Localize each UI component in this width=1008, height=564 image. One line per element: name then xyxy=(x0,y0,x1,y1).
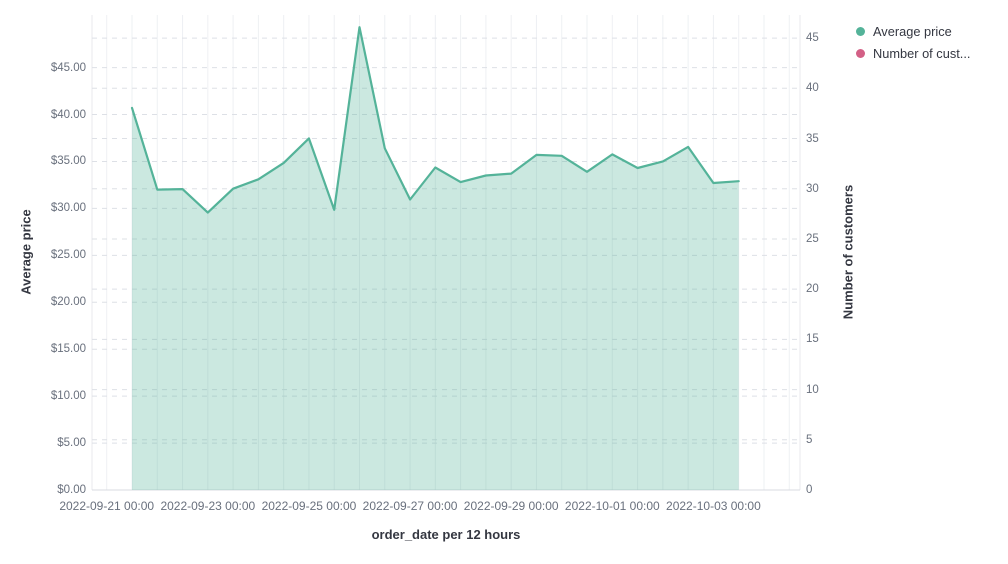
x-tick-label: 2022-09-29 00:00 xyxy=(463,499,559,513)
y-right-tick-label: 45 xyxy=(806,32,819,45)
y-left-tick-label: $0.00 xyxy=(57,484,86,496)
y-right-tick-label: 15 xyxy=(806,333,819,346)
number-of-customers-series-dot-icon xyxy=(856,49,865,58)
right-axis-title: Number of customers xyxy=(840,184,856,320)
average-price-series-dot-icon xyxy=(856,27,865,36)
legend-item-average-price[interactable]: Average price xyxy=(856,23,970,40)
y-right-tick-label: 30 xyxy=(806,182,819,195)
x-tick-label: 2022-09-21 00:00 xyxy=(59,499,155,513)
legend-item-label: Number of cust... xyxy=(873,46,971,61)
x-tick-label: 2022-10-03 00:00 xyxy=(666,499,761,513)
y-left-tick-label: $20.00 xyxy=(50,296,86,309)
y-left-tick-label: $5.00 xyxy=(57,437,86,450)
x-tick-label: 2022-09-23 00:00 xyxy=(160,499,256,513)
y-left-tick-label: $15.00 xyxy=(50,343,86,356)
y-right-tick-label: 20 xyxy=(806,283,819,296)
y-right-tick-label: 0 xyxy=(806,484,813,496)
legend-item-label: Average price xyxy=(873,24,952,39)
y-left-tick-label: $25.00 xyxy=(50,249,86,262)
x-tick-label: 2022-09-25 00:00 xyxy=(261,499,357,513)
y-left-tick-label: $35.00 xyxy=(50,155,86,168)
y-left-tick-label: $40.00 xyxy=(50,108,86,121)
y-right-tick-label: 25 xyxy=(806,232,819,245)
y-left-tick-label: $10.00 xyxy=(50,390,86,403)
x-tick-label: 2022-10-01 00:00 xyxy=(564,499,660,513)
y-left-tick-label: $45.00 xyxy=(50,61,86,74)
y-right-tick-label: 40 xyxy=(806,82,819,95)
y-right-tick-label: 35 xyxy=(806,132,819,145)
legend-item-number-of-customers[interactable]: Number of cust... xyxy=(856,45,970,62)
legend: Average price Number of cust... xyxy=(856,23,970,62)
left-axis-title: Average price xyxy=(18,209,34,295)
y-right-tick-label: 10 xyxy=(806,383,819,396)
x-tick-label: 2022-09-27 00:00 xyxy=(362,499,458,513)
y-right-tick-label: 5 xyxy=(806,433,813,446)
x-axis-title: order_date per 12 hours xyxy=(371,527,521,542)
y-left-tick-label: $30.00 xyxy=(50,202,86,215)
